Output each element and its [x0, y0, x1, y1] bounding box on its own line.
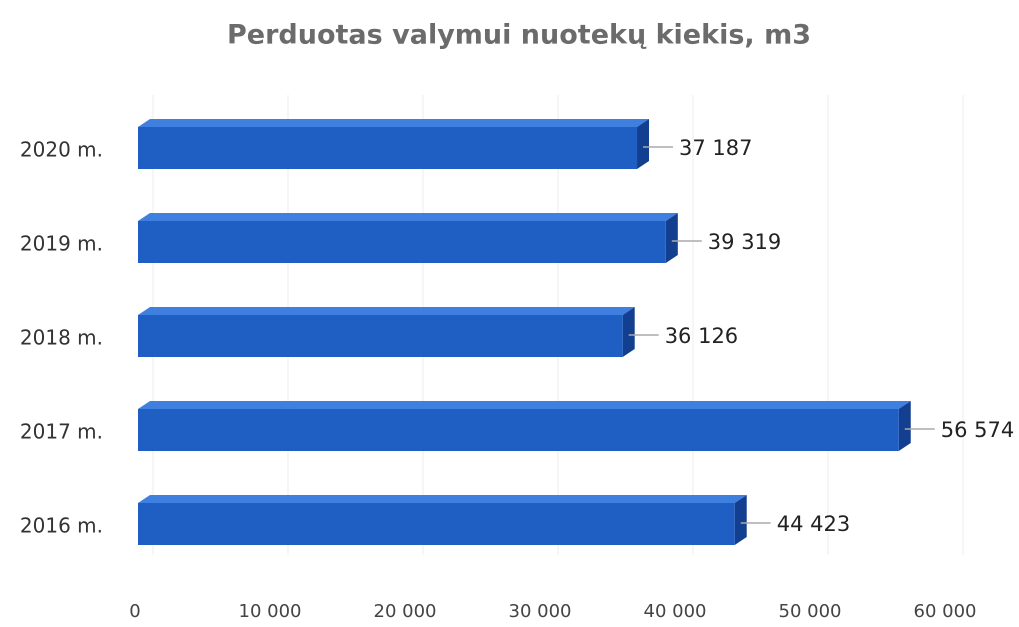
bar-side	[898, 401, 911, 451]
bar-top	[138, 401, 911, 409]
data-label: 56 574	[941, 418, 1014, 442]
x-tick-label: 40 000	[644, 601, 707, 622]
bar-side	[637, 119, 650, 169]
chart-title: Perduotas valymui nuotekų kiekis, m3	[227, 20, 811, 51]
bar	[138, 409, 899, 451]
bar	[138, 503, 735, 545]
y-tick-label: 2019 m.	[20, 232, 103, 256]
y-tick-label: 2016 m.	[20, 514, 103, 538]
x-tick-label: 0	[129, 601, 140, 622]
bar-side	[622, 307, 635, 357]
bar-top	[138, 307, 635, 315]
data-label: 37 187	[679, 136, 752, 160]
x-tick-label: 20 000	[374, 601, 437, 622]
bar-top	[138, 213, 678, 221]
data-label: 36 126	[665, 324, 738, 348]
bar-side	[734, 495, 747, 545]
bar-top	[138, 119, 650, 127]
x-tick-label: 30 000	[509, 601, 572, 622]
y-tick-label: 2020 m.	[20, 138, 103, 162]
bar	[138, 221, 666, 263]
data-label: 44 423	[777, 512, 850, 536]
bar	[138, 315, 623, 357]
bar-side	[665, 213, 678, 263]
bar-top	[138, 495, 747, 503]
y-tick-label: 2017 m.	[20, 420, 103, 444]
x-tick-label: 50 000	[779, 601, 842, 622]
y-tick-label: 2018 m.	[20, 326, 103, 350]
data-label: 39 319	[708, 230, 781, 254]
x-tick-label: 10 000	[239, 601, 302, 622]
x-tick-label: 60 000	[914, 601, 977, 622]
bar	[138, 127, 638, 169]
